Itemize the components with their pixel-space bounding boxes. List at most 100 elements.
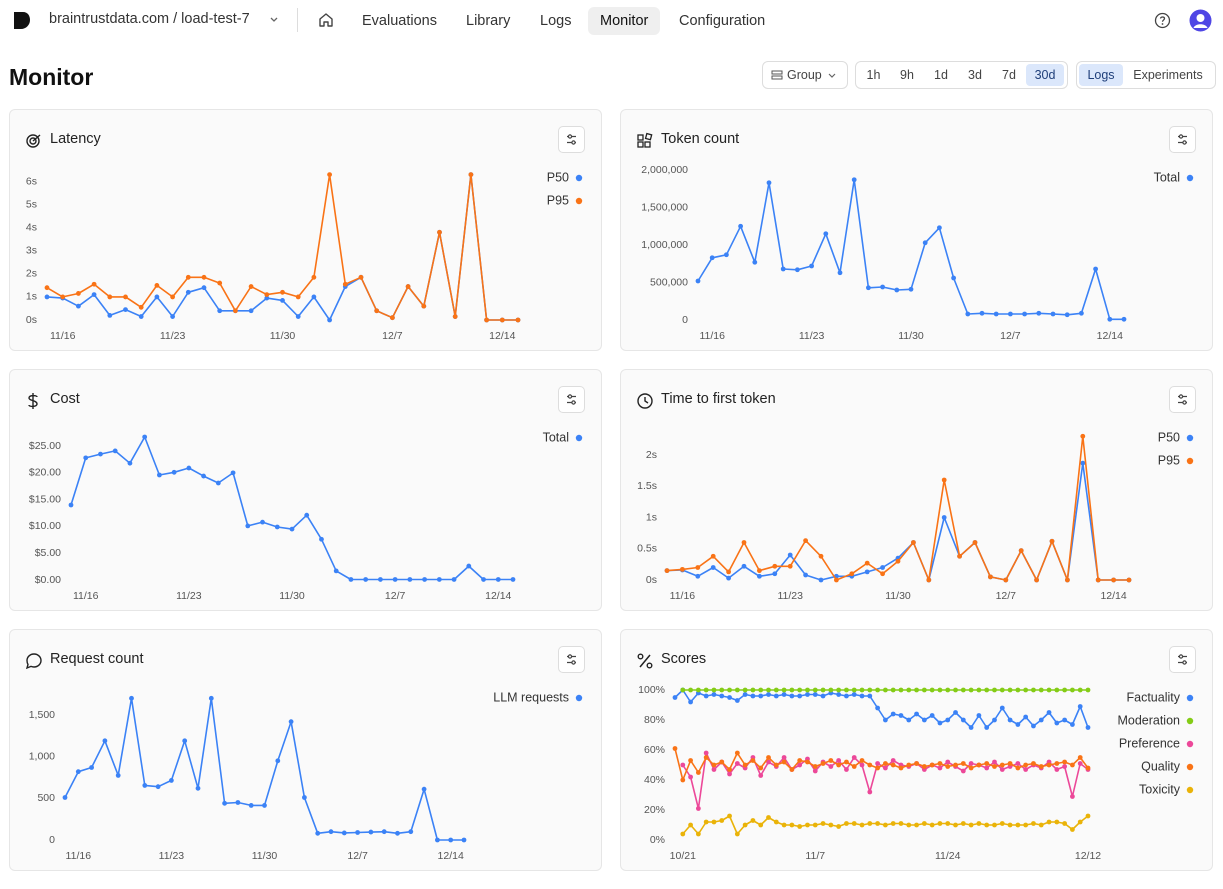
data-point	[1062, 759, 1068, 765]
data-point	[851, 687, 857, 693]
nav-link[interactable]: Monitor	[588, 7, 661, 35]
data-point	[882, 717, 888, 723]
data-point	[805, 759, 810, 765]
data-point	[773, 819, 779, 825]
data-point	[484, 317, 489, 323]
nav-link[interactable]: Configuration	[679, 13, 766, 29]
nav-link[interactable]: Logs	[540, 13, 572, 29]
data-point	[828, 687, 834, 693]
data-point	[976, 762, 982, 768]
data-point	[851, 755, 857, 760]
data-point	[68, 502, 74, 508]
data-point	[734, 698, 740, 703]
data-point	[703, 755, 709, 760]
data-point	[812, 692, 818, 697]
data-point	[233, 308, 238, 314]
range-button[interactable]: 3d	[968, 68, 982, 82]
data-point	[407, 577, 413, 582]
data-point	[929, 762, 935, 768]
settings-button[interactable]	[558, 646, 585, 673]
data-point	[727, 767, 732, 772]
data-point	[98, 451, 103, 457]
data-point	[60, 294, 66, 300]
data-point	[695, 573, 701, 579]
y-tick-label: 2s	[646, 449, 657, 461]
org-project[interactable]: braintrustdata.com / load-test-7	[49, 11, 250, 27]
data-point	[112, 448, 118, 454]
settings-button[interactable]	[1169, 386, 1196, 413]
data-point	[102, 738, 108, 744]
nav-link[interactable]: Evaluations	[362, 13, 437, 29]
data-point	[1022, 311, 1027, 317]
group-button[interactable]: Group	[762, 61, 848, 89]
avatar[interactable]	[1189, 9, 1212, 32]
legend-label: P95	[547, 193, 569, 207]
data-point	[734, 750, 740, 756]
data-point	[965, 311, 971, 317]
data-point	[1062, 821, 1068, 826]
data-point	[288, 719, 294, 725]
home-icon[interactable]	[317, 11, 335, 29]
data-point	[984, 765, 990, 771]
range-button[interactable]: 7d	[1002, 68, 1016, 82]
data-point	[341, 830, 347, 836]
data-point	[906, 762, 912, 768]
data-point	[968, 761, 974, 766]
settings-button[interactable]	[558, 126, 585, 153]
data-point	[1062, 687, 1068, 693]
data-point	[882, 765, 888, 771]
logo[interactable]	[11, 10, 31, 30]
data-point	[937, 225, 942, 231]
data-point	[107, 312, 113, 318]
range-button[interactable]: 1h	[866, 68, 881, 82]
data-point	[248, 284, 254, 289]
legend-label: Total	[543, 430, 569, 444]
x-tick-label: 12/14	[1097, 330, 1123, 342]
settings-button[interactable]	[1169, 126, 1196, 153]
settings-icon	[567, 394, 576, 405]
data-point	[264, 292, 270, 298]
data-point	[688, 822, 693, 828]
settings-button[interactable]	[558, 386, 585, 413]
data-point	[91, 281, 97, 287]
x-tick-label: 12/14	[438, 850, 464, 862]
range-button[interactable]: 30d	[1026, 64, 1064, 86]
data-point	[929, 822, 935, 828]
data-point	[1121, 316, 1127, 322]
data-point	[844, 759, 849, 765]
data-point	[859, 822, 865, 828]
data-point	[710, 565, 716, 570]
chart-panel: Request count 0 500 1,000 1,500 11/16 11/23 11…	[9, 629, 602, 871]
data-point	[727, 695, 732, 700]
legend-swatch	[575, 694, 583, 702]
series-line	[674, 689, 1089, 729]
data-point	[154, 282, 160, 288]
view-button[interactable]: Logs	[1079, 64, 1123, 86]
data-point	[1015, 722, 1021, 727]
data-point	[727, 813, 732, 819]
data-point	[772, 563, 778, 569]
data-point	[703, 819, 709, 825]
data-point	[781, 687, 787, 693]
data-point	[742, 692, 748, 697]
nav-link[interactable]: Library	[466, 13, 511, 29]
y-tick-label: 1s	[646, 511, 657, 523]
data-point	[328, 829, 334, 835]
data-point	[142, 434, 148, 440]
data-point	[726, 575, 731, 581]
range-button[interactable]: 1d	[934, 68, 948, 82]
settings-icon	[1178, 654, 1187, 665]
data-point	[1070, 794, 1075, 799]
data-point	[851, 692, 857, 697]
data-point	[1007, 822, 1013, 828]
y-tick-label: 500	[37, 792, 55, 804]
message-icon	[25, 653, 42, 670]
view-button[interactable]: Experiments	[1133, 68, 1203, 82]
group-label: Group	[787, 68, 822, 82]
settings-button[interactable]	[1169, 646, 1196, 673]
range-button[interactable]: 9h	[900, 68, 914, 82]
data-point	[882, 822, 888, 828]
data-point	[1126, 577, 1132, 583]
data-point	[91, 292, 97, 298]
help-icon[interactable]	[1154, 12, 1171, 29]
